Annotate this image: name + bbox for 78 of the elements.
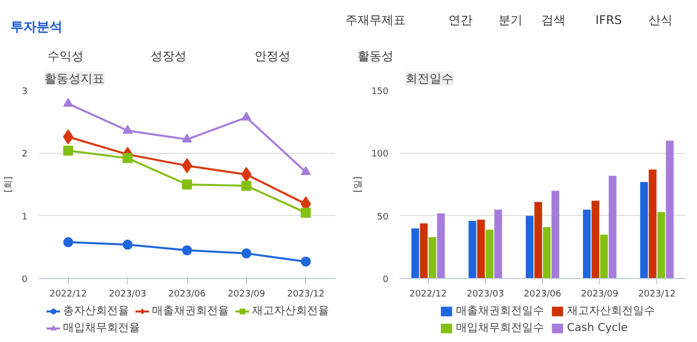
bar [526,216,534,278]
bar [600,234,608,278]
point [182,134,192,142]
point [300,166,311,176]
y-tick-label: 1 [22,212,28,222]
point [63,237,74,248]
text: 검색 [542,12,566,27]
point [63,98,74,107]
x-tick-label: 2023/12 [287,290,324,300]
x-tick-label: 2023/09 [581,290,619,300]
legend-label: 매출채권회전율 [152,303,229,318]
x-tick-label: 2023/09 [228,290,266,300]
x-tick-label: 2023/06 [524,290,562,300]
point [241,180,252,191]
x-tick-label: 2022/12 [50,290,87,300]
y-tick-label: 50 [377,212,389,222]
text: 연간 [448,12,472,27]
bar [534,202,542,278]
y-tick-label: 100 [371,150,389,160]
text: 성장성 [150,48,186,63]
bar [468,220,476,278]
text: 활동성 [358,48,394,63]
bar [428,237,436,278]
bar [486,230,494,278]
y-tick-label: 2 [22,150,28,160]
y-axis-title: [일] [353,176,364,193]
point [300,256,311,267]
bar [657,212,666,278]
legend-label: 총자산회전율 [63,303,129,318]
legend-label: 매입채무회전율 [63,320,140,335]
bar [592,200,600,278]
text: 수익성 [48,48,84,63]
bar [666,140,674,278]
point [300,208,311,218]
point [63,146,74,156]
point [241,166,252,182]
bar [582,210,591,278]
point [122,153,133,164]
bar [608,176,616,278]
bar [542,227,551,278]
bar [648,169,656,278]
point [122,240,133,250]
bar [477,220,485,278]
y-tick-label: 0 [382,275,389,285]
chart-title: 활동성지표 [44,72,104,86]
x-tick-label: 2022/12 [409,290,447,300]
legend-label: 매출채권회전일수 [456,303,544,318]
text: IFRS [596,12,622,27]
legend-label: 재고자산회전율 [252,303,329,318]
legend-label: Cash Cycle [567,321,628,334]
x-tick-label: 2023/03 [466,290,504,300]
point [182,180,192,190]
text: 분기 [498,12,522,27]
y-tick-label: 3 [22,87,28,97]
bar [437,213,445,278]
point [182,158,192,174]
bar [420,223,428,278]
bar [494,210,502,278]
y-tick-label: 0 [22,275,28,285]
bar [411,228,420,278]
legend-label: 재고자산회전일수 [567,303,655,318]
point [182,245,192,256]
point [241,112,252,121]
point [241,248,252,258]
y-tick-label: 150 [371,87,389,97]
x-tick-label: 2023/06 [168,290,206,300]
point [122,124,133,134]
text: 산식 [648,12,672,27]
y-axis-title: [회] [4,176,14,193]
text: 투자분석 [10,20,62,36]
text: 안정성 [254,48,290,63]
x-tick-label: 2023/03 [108,290,146,300]
x-tick-label: 2023/12 [638,290,676,300]
bar [640,182,648,278]
text: 주재무제표 [346,12,406,27]
bar [552,190,560,278]
legend-label: 매입채무회전일수 [456,320,544,335]
chart-title: 회전일수 [406,72,454,86]
